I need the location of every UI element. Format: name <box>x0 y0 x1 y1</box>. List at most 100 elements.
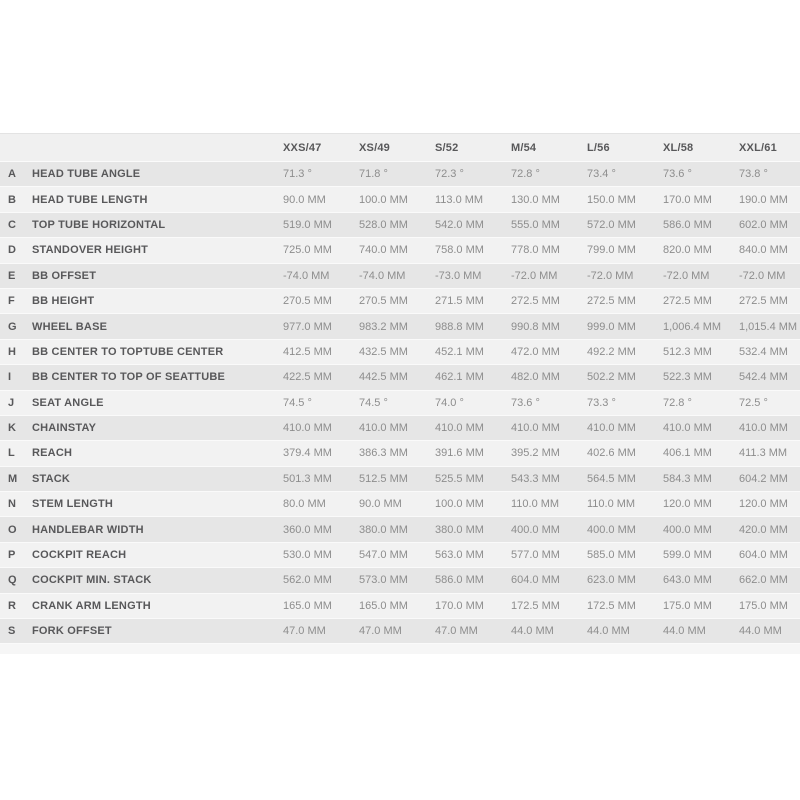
row-value: 983.2 MM <box>359 313 435 340</box>
row-value: 501.3 MM <box>283 466 359 493</box>
row-value: 977.0 MM <box>283 313 359 340</box>
row-value: 150.0 MM <box>587 186 663 213</box>
row-value: 74.5 ° <box>359 390 435 416</box>
row-value: 988.8 MM <box>435 313 511 340</box>
row-letter: L <box>0 440 32 467</box>
row-value: 547.0 MM <box>359 542 435 569</box>
row-label: COCKPIT MIN. STACK <box>32 567 283 594</box>
row-value: 165.0 MM <box>283 593 359 620</box>
row-value: 172.5 MM <box>587 593 663 620</box>
row-value: 599.0 MM <box>663 542 739 569</box>
row-value: 528.0 MM <box>359 212 435 239</box>
table-row: N STEM LENGTH 80.0 MM 90.0 MM 100.0 MM 1… <box>0 491 800 518</box>
row-value: 74.0 ° <box>435 390 511 416</box>
row-value: -72.0 MM <box>663 263 739 289</box>
row-value: 47.0 MM <box>359 618 435 645</box>
row-value: 71.3 ° <box>283 161 359 188</box>
row-letter: P <box>0 542 32 569</box>
row-label: BB HEIGHT <box>32 288 283 315</box>
row-value: 412.5 MM <box>283 339 359 366</box>
row-value: 472.0 MM <box>511 339 587 366</box>
row-value: 410.0 MM <box>283 415 359 442</box>
row-label: BB CENTER TO TOPTUBE CENTER <box>32 339 283 366</box>
row-value: 411.3 MM <box>739 440 800 467</box>
row-label: CHAINSTAY <box>32 415 283 442</box>
row-value: 391.6 MM <box>435 440 511 467</box>
table-row: H BB CENTER TO TOPTUBE CENTER 412.5 MM 4… <box>0 339 800 366</box>
table-row: M STACK 501.3 MM 512.5 MM 525.5 MM 543.3… <box>0 466 800 493</box>
row-label: REACH <box>32 440 283 467</box>
row-value: 360.0 MM <box>283 516 359 543</box>
row-letter: D <box>0 237 32 264</box>
row-value: 272.5 MM <box>739 288 800 315</box>
row-value: 190.0 MM <box>739 186 800 213</box>
table-row: D STANDOVER HEIGHT 725.0 MM 740.0 MM 758… <box>0 237 800 264</box>
row-value: 72.5 ° <box>739 390 800 416</box>
row-value: 584.3 MM <box>663 466 739 493</box>
size-header-row: XXS/47 XS/49 S/52 M/54 L/56 XL/58 XXL/61 <box>0 133 800 162</box>
row-value: 482.0 MM <box>511 364 587 391</box>
row-value: 602.0 MM <box>739 212 800 239</box>
table-row: G WHEEL BASE 977.0 MM 983.2 MM 988.8 MM … <box>0 313 800 340</box>
row-letter: Q <box>0 567 32 594</box>
row-value: 758.0 MM <box>435 237 511 264</box>
table-row: L REACH 379.4 MM 386.3 MM 391.6 MM 395.2… <box>0 440 800 467</box>
row-letter: M <box>0 466 32 493</box>
row-value: 604.0 MM <box>739 542 800 569</box>
row-value: 80.0 MM <box>283 491 359 518</box>
row-value: 379.4 MM <box>283 440 359 467</box>
row-value: 130.0 MM <box>511 186 587 213</box>
size-header: L/56 <box>587 133 663 162</box>
row-letter: O <box>0 516 32 543</box>
table-row: J SEAT ANGLE 74.5 ° 74.5 ° 74.0 ° 73.6 °… <box>0 390 800 416</box>
row-value: 840.0 MM <box>739 237 800 264</box>
row-value: -72.0 MM <box>587 263 663 289</box>
row-label: WHEEL BASE <box>32 313 283 340</box>
size-header: XL/58 <box>663 133 739 162</box>
row-value: 662.0 MM <box>739 567 800 594</box>
table-row: B HEAD TUBE LENGTH 90.0 MM 100.0 MM 113.… <box>0 186 800 213</box>
row-value: 72.8 ° <box>663 390 739 416</box>
row-value: 44.0 MM <box>511 618 587 645</box>
row-value: 175.0 MM <box>739 593 800 620</box>
row-value: -74.0 MM <box>283 263 359 289</box>
row-value: 462.1 MM <box>435 364 511 391</box>
row-letter: I <box>0 364 32 391</box>
row-value: 380.0 MM <box>435 516 511 543</box>
row-value: 799.0 MM <box>587 237 663 264</box>
size-header: XXL/61 <box>739 133 800 162</box>
row-letter: K <box>0 415 32 442</box>
size-header: XS/49 <box>359 133 435 162</box>
row-value: 512.5 MM <box>359 466 435 493</box>
row-value: 73.8 ° <box>739 161 800 188</box>
table-row: K CHAINSTAY 410.0 MM 410.0 MM 410.0 MM 4… <box>0 415 800 442</box>
row-value: 44.0 MM <box>739 618 800 645</box>
row-value: 999.0 MM <box>587 313 663 340</box>
row-value: 452.1 MM <box>435 339 511 366</box>
row-value: 410.0 MM <box>663 415 739 442</box>
row-value: 175.0 MM <box>663 593 739 620</box>
row-value: 586.0 MM <box>663 212 739 239</box>
row-value: 74.5 ° <box>283 390 359 416</box>
row-label: HEAD TUBE LENGTH <box>32 186 283 213</box>
row-label: STANDOVER HEIGHT <box>32 237 283 264</box>
row-value: 170.0 MM <box>663 186 739 213</box>
row-value: 400.0 MM <box>587 516 663 543</box>
table-row: A HEAD TUBE ANGLE 71.3 ° 71.8 ° 72.3 ° 7… <box>0 161 800 188</box>
geometry-table-container: XXS/47 XS/49 S/52 M/54 L/56 XL/58 XXL/61… <box>0 133 800 654</box>
row-value: 586.0 MM <box>435 567 511 594</box>
row-value: 90.0 MM <box>359 491 435 518</box>
row-value: -72.0 MM <box>511 263 587 289</box>
row-value: 110.0 MM <box>511 491 587 518</box>
row-letter: F <box>0 288 32 315</box>
row-value: 47.0 MM <box>435 618 511 645</box>
row-value: 530.0 MM <box>283 542 359 569</box>
row-value: 543.3 MM <box>511 466 587 493</box>
row-value: 272.5 MM <box>663 288 739 315</box>
row-value: 577.0 MM <box>511 542 587 569</box>
row-label: BB OFFSET <box>32 263 283 289</box>
table-row: O HANDLEBAR WIDTH 360.0 MM 380.0 MM 380.… <box>0 516 800 543</box>
row-value: 555.0 MM <box>511 212 587 239</box>
header-spacer-letter <box>0 133 32 162</box>
row-value: 623.0 MM <box>587 567 663 594</box>
